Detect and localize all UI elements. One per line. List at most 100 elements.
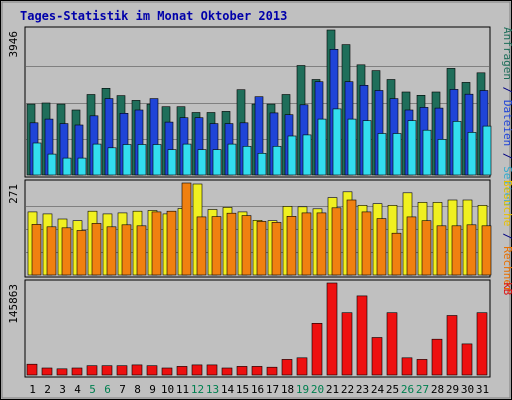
bar-seiten-28 <box>437 139 447 176</box>
bar-kb-18 <box>281 359 293 376</box>
bar-seiten-8 <box>137 144 147 176</box>
bar-rechner-20 <box>316 212 327 276</box>
bar-rechner-2 <box>46 226 57 276</box>
x-tick-label: 4 <box>74 383 81 396</box>
bar-seiten-20 <box>317 118 327 176</box>
bar-seiten-24 <box>377 133 387 176</box>
bar-kb-28 <box>431 338 443 376</box>
x-tick-label: 16 <box>251 383 264 396</box>
bar-seiten-6 <box>107 147 117 176</box>
chart-panels <box>24 26 492 378</box>
bar-rechner-18 <box>286 216 297 276</box>
bar-kb-9 <box>146 365 158 376</box>
panel-top <box>24 26 492 178</box>
legend-entry: Seiten <box>501 166 512 206</box>
bar-kb-13 <box>206 364 218 376</box>
x-tick-label: 27 <box>416 383 429 396</box>
legend-entry: kB <box>501 282 512 296</box>
panel-middle <box>24 179 492 278</box>
bar-seiten-16 <box>257 153 267 176</box>
bar-seiten-1 <box>32 142 42 176</box>
bar-kb-14 <box>221 367 233 376</box>
bar-seiten-25 <box>392 133 402 176</box>
x-tick-label: 13 <box>206 383 219 396</box>
x-tick-label: 31 <box>476 383 489 396</box>
bar-seiten-22 <box>347 118 357 176</box>
bar-rechner-12 <box>196 216 207 276</box>
x-tick-label: 7 <box>119 383 126 396</box>
x-tick-label: 11 <box>176 383 189 396</box>
x-tick-label: 14 <box>221 383 235 396</box>
y-tick-label-top: 3946 <box>7 31 20 58</box>
bar-kb-15 <box>236 366 248 376</box>
bar-kb-1 <box>26 363 38 376</box>
legend-panel3: kB <box>501 282 512 296</box>
bar-rechner-22 <box>346 199 357 276</box>
bar-kb-10 <box>161 367 173 376</box>
panel-bottom-frame <box>24 279 491 378</box>
legend-panel1: Anfragen / Dateien / Seiten <box>501 27 512 206</box>
bar-seiten-3 <box>62 157 72 176</box>
x-tick-label: 3 <box>59 383 66 396</box>
x-tick-label: 15 <box>236 383 249 396</box>
bar-kb-26 <box>401 357 413 376</box>
x-tick-label: 17 <box>266 383 279 396</box>
bar-kb-8 <box>131 364 143 376</box>
bar-rechner-28 <box>436 225 447 276</box>
bar-kb-20 <box>311 322 323 376</box>
x-tick-label: 5 <box>89 383 96 396</box>
x-tick-label: 26 <box>401 383 414 396</box>
bar-seiten-5 <box>92 143 102 176</box>
bar-rechner-14 <box>226 212 237 276</box>
bar-rechner-1 <box>31 224 42 276</box>
bar-seiten-21 <box>332 108 342 176</box>
bar-kb-19 <box>296 357 308 376</box>
bar-rechner-13 <box>211 216 222 276</box>
x-tick-label: 28 <box>431 383 444 396</box>
legend-entry: / <box>501 146 512 166</box>
bar-seiten-10 <box>167 149 177 176</box>
y-tick-label-middle: 271 <box>7 184 20 204</box>
bar-seiten-26 <box>407 120 417 176</box>
x-tick-label: 9 <box>149 383 156 396</box>
bar-rechner-30 <box>466 224 477 276</box>
legend-entry: / <box>501 80 512 100</box>
bar-seiten-9 <box>152 144 162 176</box>
bar-rechner-29 <box>451 225 462 276</box>
x-tick-label: 19 <box>296 383 309 396</box>
bar-kb-17 <box>266 366 278 376</box>
bar-seiten-12 <box>197 149 207 176</box>
legend-entry: Besuche <box>501 180 512 226</box>
legend-panel2: Besuche / Rechner <box>501 180 512 293</box>
chart-title: Tages-Statistik im Monat Oktober 2013 <box>20 9 287 23</box>
x-tick-label: 18 <box>281 383 294 396</box>
bar-seiten-19 <box>302 134 312 176</box>
bar-kb-21 <box>326 282 338 376</box>
bar-seiten-14 <box>227 143 237 176</box>
bar-kb-30 <box>461 343 473 376</box>
y-tick-label-bottom: 145863 <box>7 284 20 324</box>
bar-rechner-19 <box>301 212 312 276</box>
bar-seiten-17 <box>272 146 282 176</box>
bar-rechner-11 <box>181 182 192 276</box>
bar-seiten-30 <box>467 132 477 176</box>
bar-kb-31 <box>476 312 488 376</box>
bar-kb-22 <box>341 312 353 376</box>
bar-kb-3 <box>56 368 68 376</box>
legend-entry: Dateien <box>501 100 512 146</box>
x-tick-label: 29 <box>446 383 459 396</box>
x-tick-label: 30 <box>461 383 474 396</box>
bar-seiten-4 <box>77 157 87 176</box>
bar-rechner-25 <box>391 232 402 276</box>
bar-kb-27 <box>416 359 428 376</box>
bar-seiten-29 <box>452 121 462 176</box>
bar-kb-2 <box>41 367 53 376</box>
bar-rechner-6 <box>106 226 117 276</box>
bar-seiten-15 <box>242 146 252 176</box>
x-tick-label: 23 <box>356 383 369 396</box>
x-tick-label: 2 <box>44 383 51 396</box>
bar-rechner-26 <box>406 216 417 276</box>
bar-rechner-21 <box>331 207 342 276</box>
